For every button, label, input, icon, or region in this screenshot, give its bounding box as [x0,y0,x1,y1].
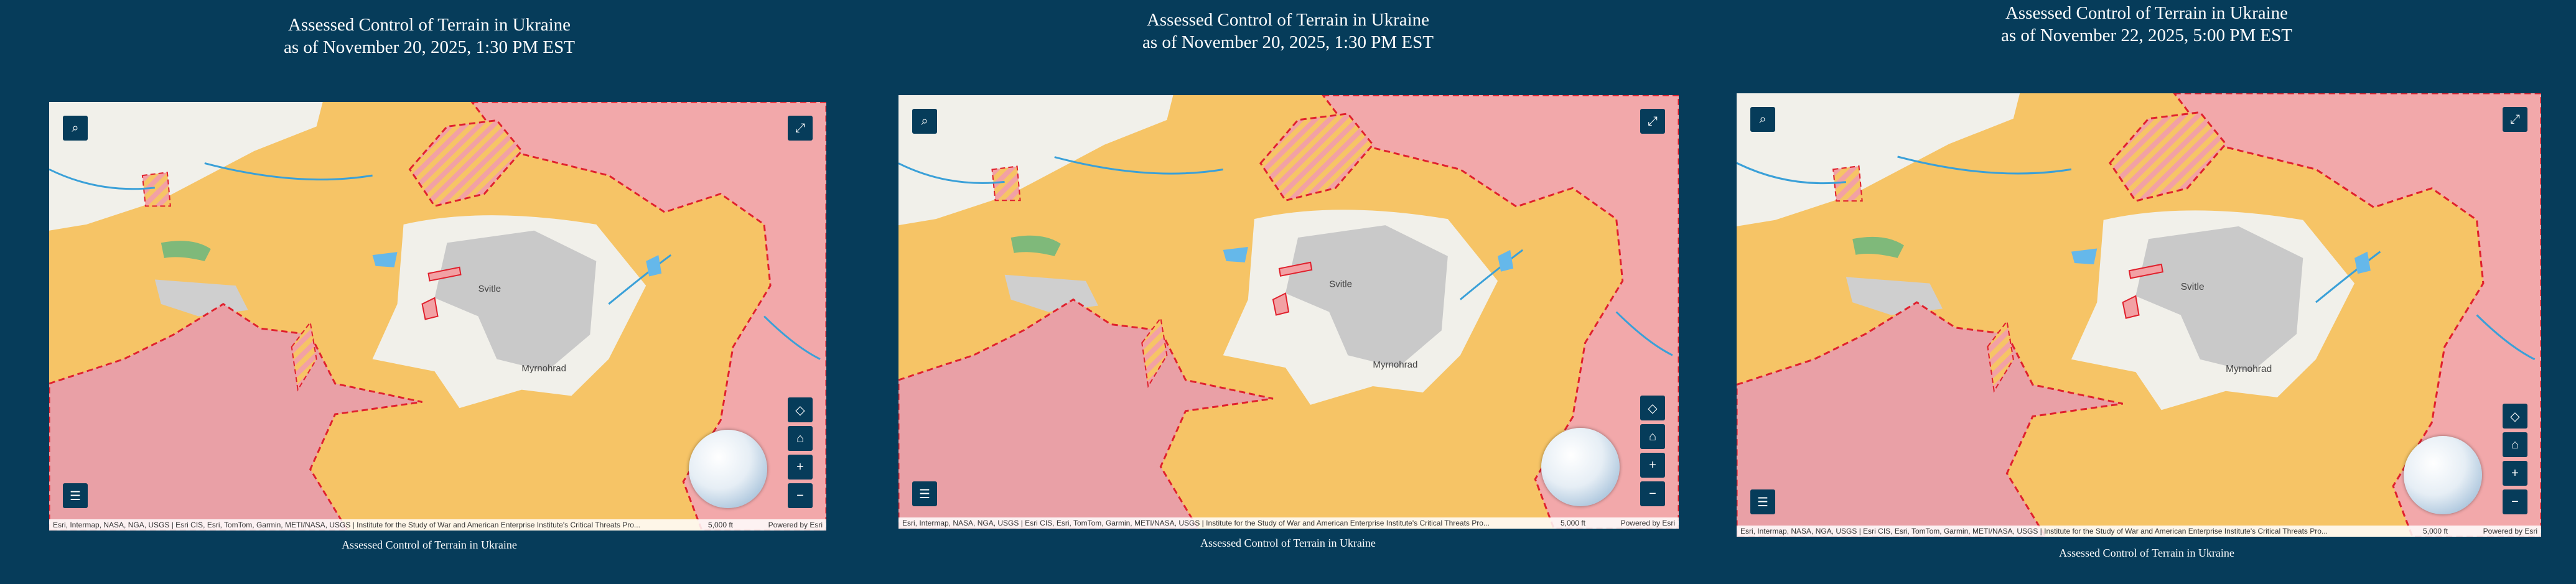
panel-title: as of November 20, 2025, 1:30 PM EST [284,37,575,57]
map-view: Svitle Myrnohrad ⌕ ⤢ ☰ ◇ ⌂ + − Esri, Intermap, NA… [898,95,1679,529]
scale-bar: 5,000 ft [2423,526,2448,537]
panel-title: Assessed Control of Terrain in Ukraine [2005,3,2289,23]
legend-button[interactable]: ☰ [1750,489,1775,514]
powered-by[interactable]: Powered by Esri [1620,519,1675,527]
place-label: Myrnohrad [2226,364,2272,374]
attribution: Esri, Intermap, NASA, NGA, USGS | Esri C… [902,519,1490,527]
map-caption: Assessed Control of Terrain in Ukraine [1200,537,1376,549]
map-footer: Esri, Intermap, NASA, NGA, USGS | Esri C… [898,517,1679,529]
search-button[interactable]: ⌕ [1750,107,1775,132]
powered-by[interactable]: Powered by Esri [768,521,823,529]
overview-globe [1541,428,1620,506]
map-panel: Assessed Control of Terrain in Ukraine as… [0,0,859,584]
attribution: Esri, Intermap, NASA, NGA, USGS | Esri C… [53,521,640,529]
map-panel: Assessed Control of Terrain in Ukraine as… [859,0,1717,584]
panel-title: Assessed Control of Terrain in Ukraine [287,15,571,35]
overview-globe [2404,436,2482,514]
map-caption: Assessed Control of Terrain in Ukraine [342,539,517,551]
place-label: Svitle [1329,279,1352,290]
home-button[interactable]: ⌂ [788,426,813,451]
zoom-out-button[interactable]: − [788,483,813,508]
compass-button[interactable]: ◇ [1640,396,1665,420]
expand-button[interactable]: ⤢ [1640,109,1665,134]
zoom-in-button[interactable]: + [788,455,813,480]
overview-globe [689,430,767,508]
zoom-out-button[interactable]: − [1640,481,1665,506]
expand-button[interactable]: ⤢ [788,116,813,141]
panel-title: as of November 22, 2025, 5:00 PM EST [2001,25,2292,45]
home-button[interactable]: ⌂ [2503,432,2527,457]
terrain-map: Svitle Myrnohrad [1737,93,2541,537]
compass-button[interactable]: ◇ [788,397,813,422]
zoom-in-button[interactable]: + [1640,453,1665,478]
zoom-in-button[interactable]: + [2503,461,2527,486]
map-footer: Esri, Intermap, NASA, NGA, USGS | Esri C… [1737,526,2541,537]
compass-button[interactable]: ◇ [2503,404,2527,429]
panel-title: as of November 20, 2025, 1:30 PM EST [1142,32,1434,52]
map-view: Svitle Myrnohrad ⌕ ⤢ ☰ ◇ ⌂ + − Esri, Intermap, NA… [1737,93,2541,537]
panel-title: Assessed Control of Terrain in Ukraine [1146,10,1430,30]
place-label: Svitle [478,284,501,294]
place-label: Myrnohrad [521,364,566,374]
home-button[interactable]: ⌂ [1640,424,1665,449]
map-view: Svitle Myrnohrad ⌕ ⤢ ☰ ◇ ⌂ + − Esri, Intermap, NA… [49,102,826,531]
attribution: Esri, Intermap, NASA, NGA, USGS | Esri C… [1740,527,2328,535]
search-button[interactable]: ⌕ [912,109,937,134]
legend-button[interactable]: ☰ [63,483,88,508]
scale-bar: 5,000 ft [1561,517,1585,529]
place-label: Svitle [2181,282,2205,292]
terrain-map: Svitle Myrnohrad [49,102,826,531]
map-caption: Assessed Control of Terrain in Ukraine [2059,547,2234,559]
terrain-map: Svitle Myrnohrad [898,95,1679,529]
search-button[interactable]: ⌕ [63,116,88,141]
expand-button[interactable]: ⤢ [2503,107,2527,132]
legend-button[interactable]: ☰ [912,481,937,506]
place-label: Myrnohrad [1373,359,1417,370]
map-footer: Esri, Intermap, NASA, NGA, USGS | Esri C… [49,519,826,531]
scale-bar: 5,000 ft [708,519,733,531]
powered-by[interactable]: Powered by Esri [2483,527,2537,535]
map-panel: Assessed Control of Terrain in Ukraine as… [1717,0,2576,584]
zoom-out-button[interactable]: − [2503,489,2527,514]
